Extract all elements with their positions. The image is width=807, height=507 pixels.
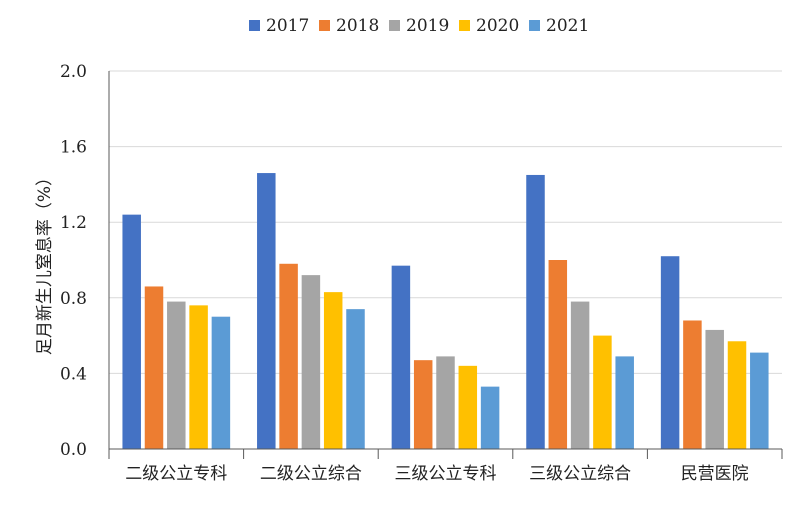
bar-2017 [660,256,680,449]
legend-label: 2017 [266,16,309,36]
bar-2020 [189,305,208,449]
bar-2019 [570,301,590,449]
bar-2019 [705,329,724,449]
y-tick-label: 0.4 [60,364,87,384]
legend: 2017 2018 2019 2020 2021 [249,16,589,36]
bar-2018 [144,286,164,449]
x-tick-label: 民营医院 [681,464,749,484]
bar-2017 [122,214,141,449]
bar-2021 [480,386,500,449]
legend-swatch [249,20,260,31]
bar-2021 [615,356,634,449]
y-tick-label: 0.0 [60,440,87,460]
legend-swatch [529,20,540,31]
bar-2021 [346,309,365,449]
bar-2021 [211,316,231,449]
x-tick-label: 三级公立综合 [529,464,631,484]
x-tick-labels: 二级公立专科 二级公立综合 三级公立专科 三级公立综合 民营医院 [125,464,748,484]
legend-swatch [459,20,470,31]
y-tick-labels: 0.0 0.4 0.8 1.2 1.6 2.0 [60,62,87,460]
bar-2017 [391,265,411,449]
bar-2020 [323,292,343,449]
legend-label: 2021 [546,16,589,36]
bar-2019 [301,275,321,449]
bar-2018 [279,263,298,449]
gridlines [109,70,782,374]
y-tick-label: 1.2 [60,213,87,233]
bar-2020 [458,365,478,449]
x-tick-label: 三级公立专科 [395,464,497,484]
legend-swatch [389,20,400,31]
y-axis-label: 足月新生儿窒息率（%） [35,169,55,355]
bar-2021 [750,352,769,449]
y-tick-label: 2.0 [60,62,87,82]
legend-label: 2018 [336,16,379,36]
x-tick-label: 二级公立综合 [260,464,362,484]
axes [108,71,783,459]
bar-2017 [526,174,545,449]
bar-2018 [413,360,433,449]
y-tick-label: 0.8 [60,289,87,309]
bar-2019 [167,301,186,449]
bar-2020 [593,335,612,449]
bar-2018 [683,320,702,449]
bar-2020 [727,341,747,449]
bar-2017 [257,173,276,449]
y-tick-label: 1.6 [60,138,87,158]
bars [122,173,769,449]
legend-swatch [319,20,330,31]
bar-2018 [548,260,568,449]
bar-2019 [436,356,455,449]
legend-label: 2019 [406,16,449,36]
x-tick-label: 二级公立专科 [125,464,227,484]
legend-label: 2020 [476,16,519,36]
